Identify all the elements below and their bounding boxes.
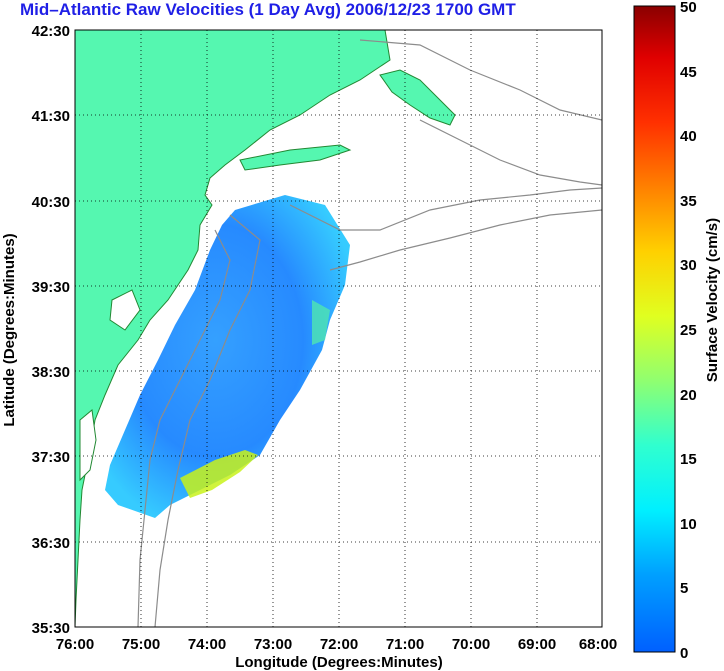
x-tick-label: 75:00 — [122, 636, 160, 653]
y-tick-label: 38:30 — [32, 364, 70, 381]
long-island — [239, 144, 352, 171]
x-tick-label: 76:00 — [56, 636, 94, 653]
map-plot-area — [74, 29, 603, 628]
colorbar-tick-label: 40 — [680, 128, 697, 145]
y-tick-label: 40:30 — [32, 194, 70, 211]
bathymetry-contours — [137, 39, 602, 627]
x-tick-label: 71:00 — [386, 636, 424, 653]
colorbar-tick-label: 30 — [680, 257, 697, 274]
y-tick-label: 37:30 — [32, 449, 70, 466]
velocity-field — [105, 195, 350, 518]
y-tick-label: 42:30 — [32, 23, 70, 40]
y-tick-label: 35:30 — [32, 620, 70, 637]
chesapeake-bay — [79, 409, 97, 482]
colorbar-tick-label: 10 — [680, 516, 697, 533]
y-tick-label: 39:30 — [32, 279, 70, 296]
x-tick-label: 74:00 — [188, 636, 226, 653]
colorbar-tick-label: 0 — [680, 645, 688, 662]
x-axis: 76:00 75:00 74:00 73:00 72:00 71:00 70:0… — [56, 636, 617, 671]
colorbar-tick-label: 15 — [680, 451, 697, 468]
colorbar-tick-label: 50 — [680, 0, 697, 16]
velocity-field-edge — [312, 300, 330, 345]
colorbar-tick-label: 35 — [680, 193, 697, 210]
y-axis: 42:30 41:30 40:30 39:30 38:30 37:30 36:3… — [1, 23, 70, 637]
land-mass — [75, 30, 391, 627]
x-tick-label: 70:00 — [452, 636, 490, 653]
velocity-field-high — [180, 450, 258, 498]
cape-cod — [379, 69, 456, 126]
map-title: Mid–Atlantic Raw Velocities (1 Day Avg) … — [20, 0, 516, 19]
y-tick-label: 41:30 — [32, 108, 70, 125]
colorbar-tick-label: 20 — [680, 387, 697, 404]
x-tick-label: 72:00 — [320, 636, 358, 653]
colorbar-tick-label: 45 — [680, 64, 697, 81]
y-axis-label: Latitude (Degrees:Minutes) — [1, 233, 18, 426]
x-tick-label: 73:00 — [254, 636, 292, 653]
colorbar-tick-label: 25 — [680, 322, 697, 339]
y-tick-label: 36:30 — [32, 535, 70, 552]
x-tick-label: 68:00 — [579, 636, 617, 653]
colorbar-label: Surface Velocity (cm/s) — [704, 218, 721, 382]
x-tick-label: 69:00 — [518, 636, 556, 653]
delaware-bay — [109, 289, 141, 331]
x-axis-label: Longitude (Degrees:Minutes) — [235, 654, 443, 671]
colorbar-tick-label: 5 — [680, 580, 688, 597]
colorbar: 50 45 40 35 30 25 20 15 10 5 0 Surface V… — [633, 0, 721, 662]
